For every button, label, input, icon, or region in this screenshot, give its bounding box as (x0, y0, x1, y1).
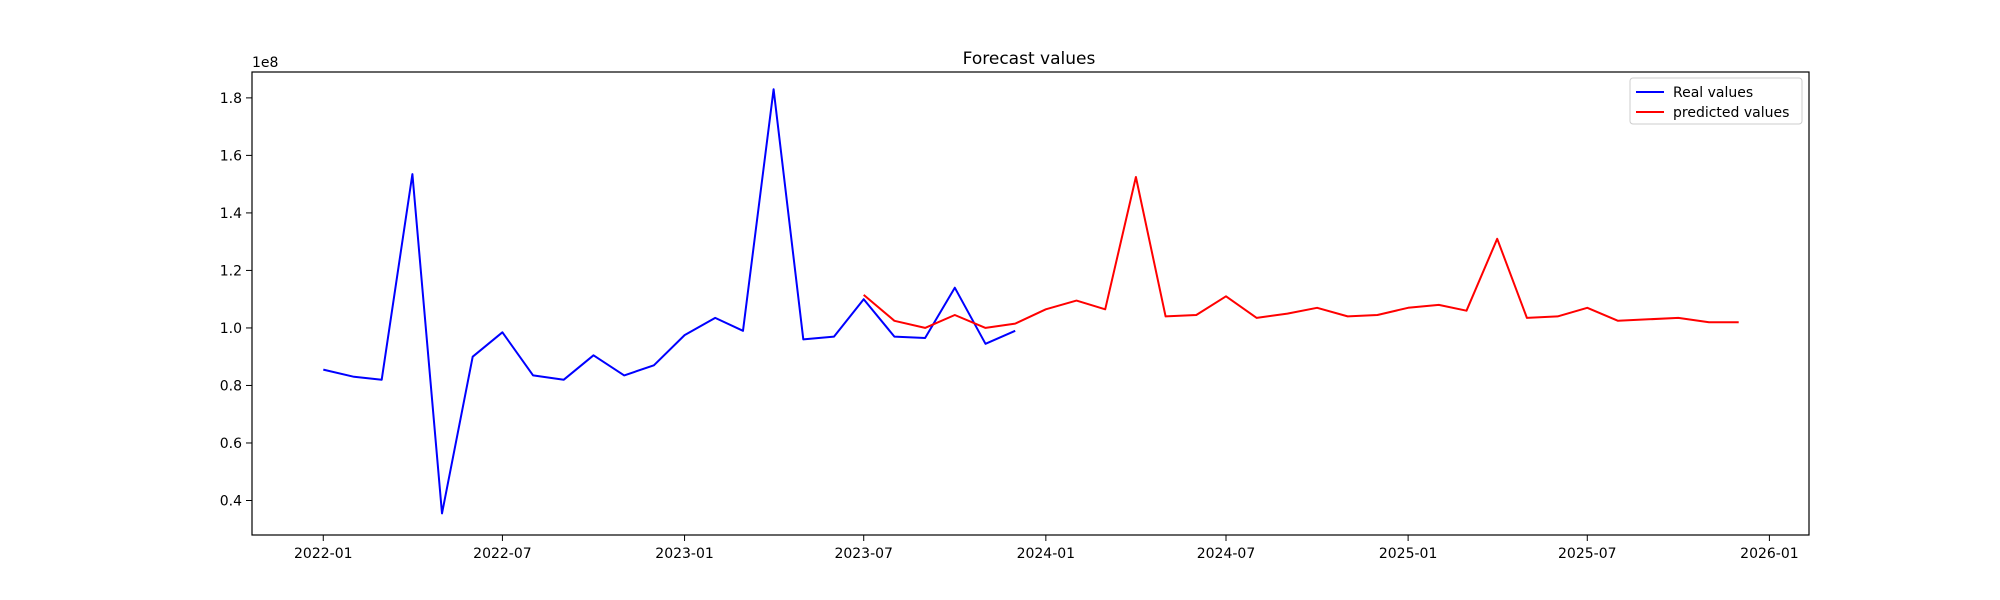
legend-label: Real values (1673, 85, 1753, 101)
y-tick-label: 1.0 (220, 321, 242, 337)
y-tick-label: 0.8 (220, 378, 242, 394)
x-tick-label: 2022-07 (473, 546, 532, 562)
x-tick-label: 2025-01 (1379, 546, 1438, 562)
legend: Real values predicted values (1629, 77, 1803, 125)
axis-ticks: 2022-01 2022-07 2023-01 2023-07 2024-01 2024-… (220, 91, 1799, 562)
x-tick-label: 2024-01 (1017, 546, 1076, 562)
plot-frame (251, 71, 1810, 536)
legend-box (1629, 77, 1803, 125)
y-tick-label: 1.6 (220, 148, 242, 164)
y-tick-label: 0.4 (220, 493, 242, 509)
y-multiplier-label: 1e8 (252, 55, 278, 71)
chart-title: Forecast values (963, 49, 1096, 69)
y-tick-label: 1.2 (220, 263, 242, 279)
x-tick-label: 2025-07 (1558, 546, 1617, 562)
series-line-predicted-values (863, 176, 1739, 329)
x-tick-label: 2026-01 (1740, 546, 1799, 562)
legend-label: predicted values (1673, 105, 1789, 121)
x-tick-label: 2024-07 (1197, 546, 1256, 562)
y-tick-label: 1.8 (220, 91, 242, 107)
y-tick-label: 1.4 (220, 206, 242, 222)
x-tick-label: 2023-01 (655, 546, 714, 562)
series-line-real-values (323, 88, 1016, 515)
x-tick-label: 2022-01 (294, 546, 353, 562)
series-lines (323, 88, 1739, 515)
y-tick-label: 0.6 (220, 436, 242, 452)
x-tick-label: 2023-07 (834, 546, 893, 562)
